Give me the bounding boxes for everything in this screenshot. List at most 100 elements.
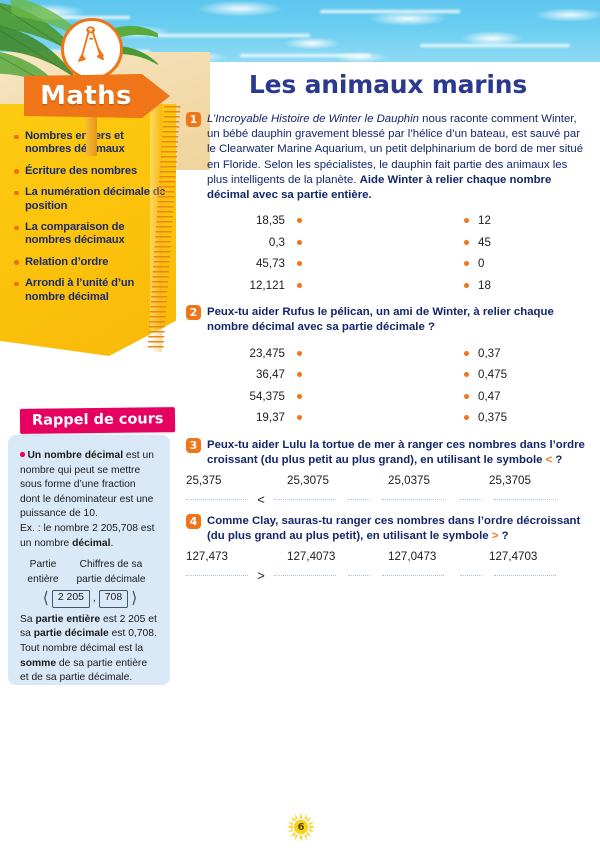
sidebar-item-3[interactable]: La comparaison de nombres décimaux	[14, 221, 166, 248]
match-item[interactable]: 12,121	[228, 275, 302, 297]
connector-dot-icon[interactable]	[297, 372, 302, 378]
exercise-1: 1 L’Incroyable Histoire de Winter le Dau…	[186, 112, 590, 296]
answer-blank[interactable]	[274, 574, 336, 576]
exercise-4-text-b: ?	[498, 530, 509, 543]
number-value: 127,4073	[287, 550, 336, 564]
rappel-paragraph-3: Sa partie entière est 2 205 et sa partie…	[20, 613, 158, 686]
exercise-3-answer-row: <	[186, 490, 590, 508]
connector-dot-icon[interactable]	[297, 261, 302, 267]
match-item[interactable]: 0,37	[464, 343, 544, 365]
match-item[interactable]: 45,73	[228, 253, 302, 275]
answer-blank[interactable]	[382, 498, 444, 500]
operator-symbol: >	[257, 567, 265, 583]
match-item[interactable]: 45	[464, 232, 544, 254]
connector-dot-icon[interactable]	[464, 393, 469, 399]
exercise-1-text: L’Incroyable Histoire de Winter le Dauph…	[186, 112, 590, 203]
answer-blank[interactable]	[274, 498, 336, 500]
connector-dot-icon[interactable]	[464, 372, 469, 378]
number-value: 25,375	[186, 474, 222, 488]
rappel-example-c: .	[110, 537, 114, 549]
match-item[interactable]: 0,475	[464, 364, 544, 386]
match-value: 36,47	[255, 368, 285, 382]
match-item[interactable]: 18,35	[228, 210, 302, 232]
connector-dot-icon[interactable]	[464, 261, 469, 267]
number-value: 25,0375	[388, 474, 430, 488]
match-value: 45	[478, 235, 491, 249]
integer-part-box: 2 205	[51, 590, 90, 608]
exercise-3-text-a: Peux-tu aider Lulu la tortue de mer à ra…	[207, 438, 585, 466]
matching-right-column-2: 0,37 0,475 0,47 0,375	[464, 343, 544, 429]
decimal-part-box: 708	[98, 590, 129, 608]
match-item[interactable]: 36,47	[228, 364, 302, 386]
matching-left-column-1: 18,35 0,3 45,73 12,121	[228, 210, 302, 296]
rappel-p3-d: partie décimale	[33, 628, 109, 640]
main-content: Les animaux marins 1 L’Incroyable Histoi…	[186, 70, 590, 593]
match-item[interactable]: 23,475	[228, 343, 302, 365]
sidebar-item-5[interactable]: Arrondi à l’unité d’un nombre décimal	[14, 277, 166, 304]
col-integer-label-1: Partie	[29, 559, 57, 571]
col-decimal-label-2: partie décimale	[76, 574, 146, 586]
exercise-4-text-a: Comme Clay, sauras-tu ranger ces nombres…	[207, 515, 581, 543]
connector-dot-icon[interactable]	[297, 239, 302, 245]
match-value: 12,121	[249, 278, 285, 292]
connector-dot-icon[interactable]	[297, 218, 302, 224]
answer-blank[interactable]	[382, 574, 444, 576]
exercise-3-instruction: Peux-tu aider Lulu la tortue de mer à ra…	[186, 438, 590, 468]
match-item[interactable]: 18	[464, 275, 544, 297]
match-item[interactable]: 54,375	[228, 386, 302, 408]
connector-dot-icon[interactable]	[464, 415, 469, 421]
answer-blank[interactable]	[494, 498, 556, 500]
sidebar-item-1[interactable]: Écriture des nombres	[14, 165, 166, 178]
match-item[interactable]: 19,37	[228, 407, 302, 429]
operator-blank[interactable]	[348, 498, 370, 500]
connector-dot-icon[interactable]	[297, 415, 302, 421]
subject-badge	[61, 18, 123, 80]
exercise-4: 4 Comme Clay, sauras-tu ranger ces nombr…	[186, 514, 590, 584]
connector-dot-icon[interactable]	[464, 218, 469, 224]
answer-blank[interactable]	[186, 498, 248, 500]
operator-blank[interactable]	[460, 498, 482, 500]
connector-dot-icon[interactable]	[464, 350, 469, 356]
match-item[interactable]: 0	[464, 253, 544, 275]
number-value: 127,473	[186, 550, 228, 564]
operator-symbol: <	[257, 491, 265, 507]
exercise-4-answer-row: >	[186, 566, 590, 584]
rappel-box: Un nombre décimal est un nombre qui peut…	[8, 435, 170, 685]
operator-blank[interactable]	[348, 574, 370, 576]
exercise-1-instruction: Aide Winter à relier chaque nombre décim…	[207, 173, 552, 202]
rappel-p3-b: partie entière	[35, 613, 101, 625]
sidebar-item-2[interactable]: La numération décimale de position	[14, 186, 166, 213]
rappel-p3-a: Sa	[20, 613, 36, 625]
connector-dot-icon[interactable]	[297, 282, 302, 288]
matching-right-column-1: 12 45 0 18	[464, 210, 544, 296]
sidebar-item-label: La numération décimale de position	[25, 186, 166, 212]
sidebar-item-4[interactable]: Relation d’ordre	[14, 256, 166, 269]
match-item[interactable]: 0,3	[228, 232, 302, 254]
exercise-1-intro: nous raconte comment Winter, un bébé dau…	[207, 113, 584, 186]
match-value: 0,475	[478, 368, 508, 382]
comma-separator: ,	[92, 592, 96, 604]
exercise-3-numbers: 25,375 25,3075 25,0375 25,3705	[186, 474, 590, 487]
matching-left-column-2: 23,475 36,47 54,375 19,37	[228, 343, 302, 429]
rappel-heading: Rappel de cours	[19, 407, 176, 434]
answer-blank[interactable]	[494, 574, 556, 576]
match-value: 0	[478, 257, 485, 271]
exercise-number-badge: 3	[186, 437, 201, 453]
operator-blank[interactable]	[460, 574, 482, 576]
connector-dot-icon[interactable]	[464, 239, 469, 245]
connector-dot-icon[interactable]	[297, 393, 302, 399]
connector-dot-icon[interactable]	[297, 350, 302, 356]
bullet-icon	[14, 134, 19, 139]
sidebar-item-label: Écriture des nombres	[25, 164, 138, 177]
match-value: 54,375	[249, 389, 285, 403]
sidebar-item-0[interactable]: Nombres entiers et nombres décimaux	[14, 130, 166, 157]
answer-blank[interactable]	[186, 574, 248, 576]
matching-area-2: 23,475 36,47 54,375 19,37	[186, 343, 590, 429]
match-item[interactable]: 0,375	[464, 407, 544, 429]
connector-dot-icon[interactable]	[464, 282, 469, 288]
match-item[interactable]: 0,47	[464, 386, 544, 408]
matching-area-1: 18,35 0,3 45,73 12,121	[186, 210, 590, 296]
number-value: 25,3075	[287, 474, 329, 488]
match-item[interactable]: 12	[464, 210, 544, 232]
number-value: 127,0473	[388, 550, 437, 564]
